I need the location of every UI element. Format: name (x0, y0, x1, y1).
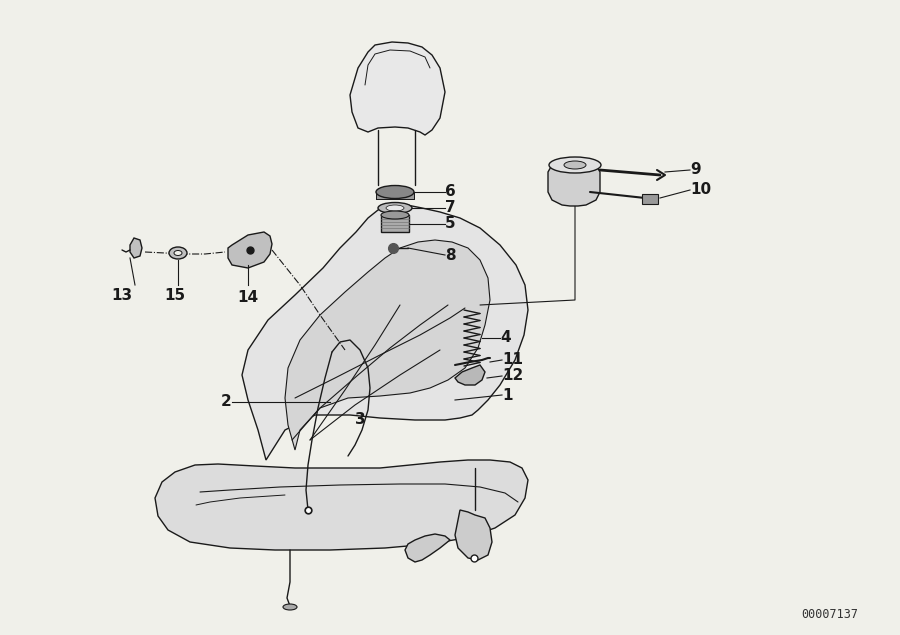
Ellipse shape (381, 211, 409, 219)
Ellipse shape (283, 604, 297, 610)
Ellipse shape (564, 161, 586, 169)
Text: 13: 13 (112, 288, 132, 302)
Polygon shape (350, 42, 445, 135)
Polygon shape (242, 204, 528, 460)
Polygon shape (381, 215, 409, 232)
Text: 7: 7 (445, 201, 455, 215)
Ellipse shape (386, 205, 404, 211)
Polygon shape (130, 238, 142, 258)
Text: 8: 8 (445, 248, 455, 262)
Text: 10: 10 (690, 182, 711, 197)
Ellipse shape (549, 157, 601, 173)
Polygon shape (376, 192, 414, 199)
Polygon shape (228, 232, 272, 268)
Text: 12: 12 (502, 368, 523, 384)
Polygon shape (642, 194, 658, 204)
Text: 11: 11 (502, 352, 523, 368)
Text: 6: 6 (445, 185, 455, 199)
Ellipse shape (376, 185, 414, 199)
Text: 1: 1 (502, 387, 512, 403)
Text: 3: 3 (355, 413, 365, 427)
Polygon shape (455, 510, 492, 560)
Polygon shape (405, 534, 450, 562)
Ellipse shape (378, 203, 412, 213)
Text: 4: 4 (500, 330, 510, 345)
Polygon shape (548, 158, 600, 206)
Ellipse shape (169, 247, 187, 259)
Text: 5: 5 (445, 217, 455, 232)
Polygon shape (285, 240, 490, 450)
Text: 15: 15 (165, 288, 185, 302)
Text: 14: 14 (238, 290, 258, 305)
Ellipse shape (174, 250, 182, 255)
Text: 9: 9 (690, 163, 700, 178)
Polygon shape (455, 365, 485, 385)
Polygon shape (155, 460, 528, 550)
Text: 2: 2 (221, 394, 232, 410)
Text: 00007137: 00007137 (802, 608, 859, 622)
